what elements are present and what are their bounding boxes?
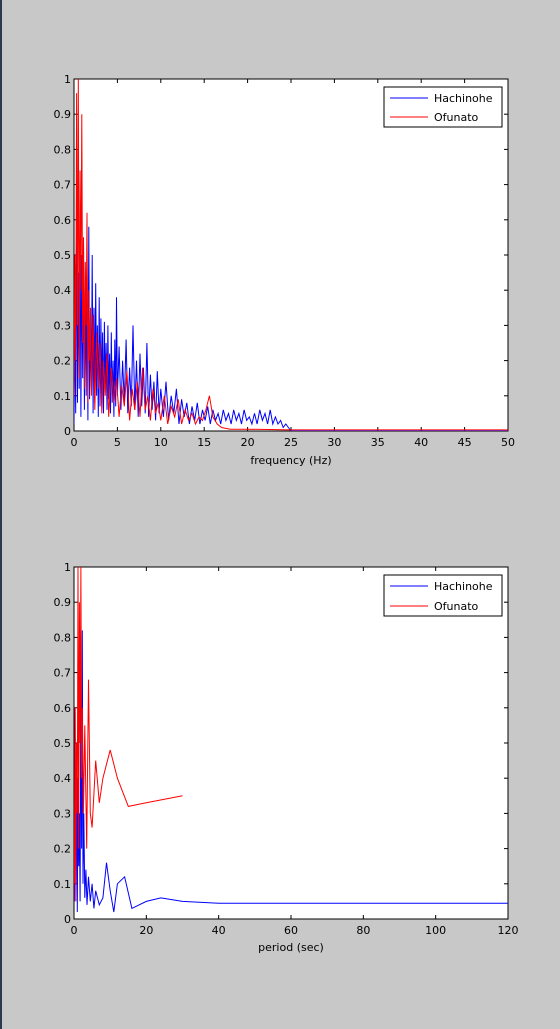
period-spectrum-plot: 0 0.1 0.2 0.3 0.4 0.5 0.6 0.7 0.8 0.9 1 0 20 40 60 80 1… (54, 561, 519, 954)
legend: Hachinohe Ofunato (383, 574, 503, 617)
x-tick-label: 80 (356, 924, 370, 937)
x-tick-label: 50 (501, 436, 515, 449)
y-tick-label: 0.5 (54, 737, 72, 750)
y-tick-label: 0 (64, 913, 71, 926)
legend-label-ofunato: Ofunato (434, 111, 479, 124)
frequency-spectrum-plot: 0 0.1 0.2 0.3 0.4 0.5 0.6 0.7 0.8 0.9 1 0 5 10 15 20 25… (54, 73, 516, 467)
y-tick-label: 0.1 (54, 390, 72, 403)
y-tick-label: 0.9 (54, 596, 72, 609)
x-tick-label: 60 (284, 924, 298, 937)
x-tick-label: 5 (114, 436, 121, 449)
x-tick-label: 0 (71, 436, 78, 449)
x-tick-label: 120 (498, 924, 519, 937)
y-tick-label: 0.5 (54, 249, 72, 262)
x-tick-label: 40 (212, 924, 226, 937)
x-axis-label: period (sec) (258, 941, 324, 954)
y-tick-label: 1 (64, 73, 71, 86)
y-tick-label: 0.8 (54, 631, 72, 644)
legend-label-hachinohe: Hachinohe (434, 580, 493, 593)
figure-left-edge (0, 0, 2, 1029)
plot-area (73, 566, 509, 920)
series-line-ofunato (74, 79, 508, 431)
x-tick-label: 15 (197, 436, 211, 449)
y-tick-label: 0.4 (54, 772, 72, 785)
y-tick-label: 1 (64, 561, 71, 574)
series-lines (74, 567, 508, 913)
x-tick-label: 25 (284, 436, 298, 449)
y-tick-label: 0 (64, 425, 71, 438)
x-tick-label: 0 (71, 924, 78, 937)
y-tick-label: 0.4 (54, 284, 72, 297)
legend-box (383, 574, 503, 617)
y-tick-label: 0.1 (54, 878, 72, 891)
x-tick-label: 40 (414, 436, 428, 449)
x-tick-label: 45 (458, 436, 472, 449)
y-tick-label: 0.8 (54, 143, 72, 156)
legend-label-hachinohe: Hachinohe (434, 92, 493, 105)
x-tick-label: 20 (241, 436, 255, 449)
x-tick-label: 100 (425, 924, 446, 937)
x-axis: 0 20 40 60 80 100 120 (71, 567, 519, 937)
x-tick-label: 10 (154, 436, 168, 449)
y-tick-label: 0.7 (54, 667, 72, 680)
y-axis: 0 0.1 0.2 0.3 0.4 0.5 0.6 0.7 0.8 0.9 1 (54, 73, 508, 438)
x-tick-label: 20 (139, 924, 153, 937)
y-tick-label: 0.6 (54, 702, 72, 715)
x-axis-label: frequency (Hz) (250, 454, 331, 467)
y-tick-label: 0.3 (54, 807, 72, 820)
x-tick-label: 30 (327, 436, 341, 449)
y-tick-label: 0.3 (54, 319, 72, 332)
legend-box (383, 86, 503, 128)
legend-label-ofunato: Ofunato (434, 600, 479, 613)
series-lines (74, 79, 508, 431)
y-tick-label: 0.9 (54, 108, 72, 121)
y-axis: 0 0.1 0.2 0.3 0.4 0.5 0.6 0.7 0.8 0.9 1 (54, 561, 508, 926)
legend: Hachinohe Ofunato (383, 86, 503, 128)
series-line-ofunato (74, 567, 183, 902)
y-tick-label: 0.6 (54, 214, 72, 227)
y-tick-label: 0.2 (54, 355, 72, 368)
x-tick-label: 35 (371, 436, 385, 449)
y-tick-label: 0.7 (54, 179, 72, 192)
x-axis: 0 5 10 15 20 25 30 35 40 45 50 (71, 79, 515, 449)
y-tick-label: 0.2 (54, 843, 72, 856)
